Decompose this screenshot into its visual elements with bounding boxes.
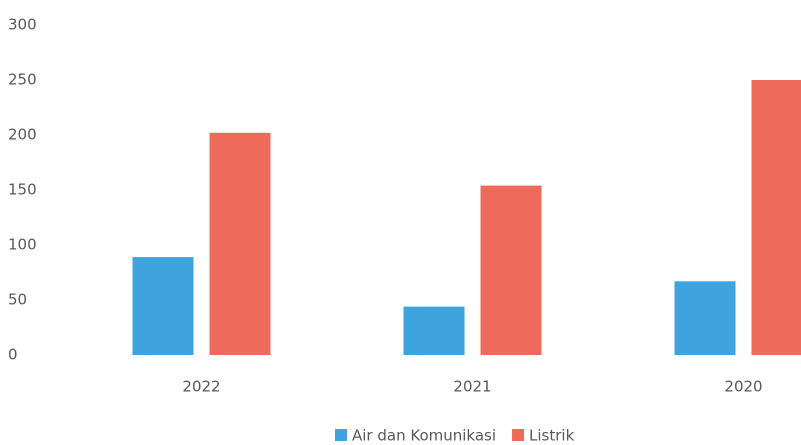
x-tick-label: 2021 xyxy=(453,378,491,396)
legend-label: Air dan Komunikasi xyxy=(352,427,496,445)
bar xyxy=(480,185,542,355)
x-tick-label: 2022 xyxy=(182,378,220,396)
bar xyxy=(674,281,736,355)
y-tick-label: 250 xyxy=(8,71,37,89)
y-tick-label: 0 xyxy=(8,346,18,364)
x-tick-label: 2020 xyxy=(724,378,762,396)
bar xyxy=(751,80,801,355)
y-tick-label: 100 xyxy=(8,236,37,254)
bar xyxy=(209,132,271,355)
legend-label: Listrik xyxy=(529,427,575,445)
legend-swatch xyxy=(335,429,347,441)
y-tick-label: 150 xyxy=(8,181,37,199)
bar xyxy=(132,257,194,355)
y-tick-label: 300 xyxy=(8,16,37,34)
y-tick-label: 50 xyxy=(8,291,27,309)
y-tick-label: 200 xyxy=(8,126,37,144)
bar xyxy=(403,306,465,355)
legend-swatch xyxy=(512,429,525,441)
